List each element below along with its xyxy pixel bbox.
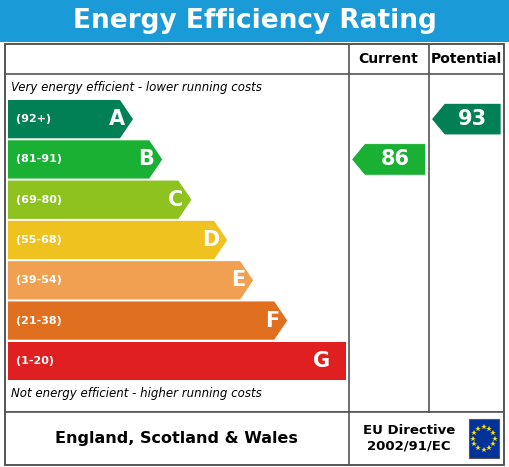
Text: Energy Efficiency Rating: Energy Efficiency Rating: [73, 8, 436, 34]
Text: Potential: Potential: [431, 52, 502, 66]
Text: (39-54): (39-54): [16, 275, 62, 285]
Text: G: G: [313, 351, 330, 371]
Text: (21-38): (21-38): [16, 316, 62, 325]
Text: Very energy efficient - lower running costs: Very energy efficient - lower running co…: [11, 82, 262, 94]
Text: Current: Current: [359, 52, 418, 66]
Bar: [5, 412, 504, 465]
Text: Not energy efficient - higher running costs: Not energy efficient - higher running co…: [11, 388, 262, 401]
Polygon shape: [8, 221, 227, 259]
Polygon shape: [8, 100, 133, 138]
Text: (69-80): (69-80): [16, 195, 62, 205]
Polygon shape: [352, 144, 426, 175]
Polygon shape: [8, 140, 162, 178]
Text: E: E: [231, 270, 245, 290]
Text: D: D: [202, 230, 219, 250]
Text: 86: 86: [381, 149, 410, 170]
Text: (81-91): (81-91): [16, 155, 62, 164]
Text: 93: 93: [458, 109, 487, 129]
Bar: [469, 418, 499, 459]
Polygon shape: [8, 342, 346, 380]
Text: (55-68): (55-68): [16, 235, 62, 245]
Text: (92+): (92+): [16, 114, 51, 124]
Polygon shape: [432, 103, 501, 135]
Polygon shape: [8, 261, 253, 299]
Bar: [5, 44, 504, 412]
Text: C: C: [168, 190, 183, 210]
Text: A: A: [109, 109, 125, 129]
Polygon shape: [8, 181, 191, 219]
Text: F: F: [265, 311, 279, 331]
Polygon shape: [8, 301, 287, 340]
Text: B: B: [138, 149, 154, 170]
Bar: [0, 0, 509, 42]
Text: England, Scotland & Wales: England, Scotland & Wales: [55, 431, 298, 446]
Text: EU Directive
2002/91/EC: EU Directive 2002/91/EC: [362, 425, 455, 453]
Text: (1-20): (1-20): [16, 356, 54, 366]
